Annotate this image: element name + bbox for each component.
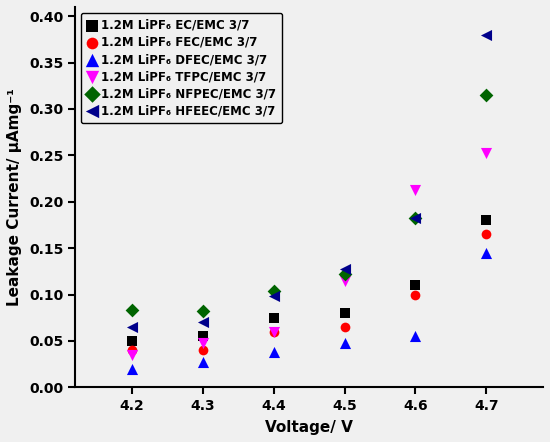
1.2M LiPF₆ EC/EMC 3/7	[411, 282, 420, 289]
1.2M LiPF₆ TFPC/EMC 3/7	[128, 351, 136, 358]
Legend: 1.2M LiPF₆ EC/EMC 3/7, 1.2M LiPF₆ FEC/EMC 3/7, 1.2M LiPF₆ DFEC/EMC 3/7, 1.2M LiP: 1.2M LiPF₆ EC/EMC 3/7, 1.2M LiPF₆ FEC/EM…	[81, 13, 282, 123]
1.2M LiPF₆ DFEC/EMC 3/7	[340, 339, 349, 347]
1.2M LiPF₆ TFPC/EMC 3/7	[199, 339, 207, 347]
X-axis label: Voltage/ V: Voltage/ V	[265, 420, 353, 435]
1.2M LiPF₆ EC/EMC 3/7	[199, 333, 207, 340]
1.2M LiPF₆ NFPEC/EMC 3/7	[128, 307, 136, 314]
1.2M LiPF₆ EC/EMC 3/7	[482, 217, 491, 224]
1.2M LiPF₆ TFPC/EMC 3/7	[482, 149, 491, 156]
1.2M LiPF₆ NFPEC/EMC 3/7	[269, 287, 278, 294]
1.2M LiPF₆ HFEEC/EMC 3/7	[482, 31, 491, 38]
1.2M LiPF₆ EC/EMC 3/7	[269, 314, 278, 321]
1.2M LiPF₆ TFPC/EMC 3/7	[340, 277, 349, 284]
1.2M LiPF₆ HFEEC/EMC 3/7	[411, 214, 420, 221]
1.2M LiPF₆ TFPC/EMC 3/7	[269, 328, 278, 335]
1.2M LiPF₆ FEC/EMC 3/7	[128, 347, 136, 354]
1.2M LiPF₆ HFEEC/EMC 3/7	[199, 319, 207, 326]
1.2M LiPF₆ FEC/EMC 3/7	[199, 347, 207, 354]
1.2M LiPF₆ DFEC/EMC 3/7	[411, 333, 420, 340]
1.2M LiPF₆ DFEC/EMC 3/7	[128, 365, 136, 372]
1.2M LiPF₆ DFEC/EMC 3/7	[482, 249, 491, 256]
1.2M LiPF₆ HFEEC/EMC 3/7	[340, 265, 349, 272]
1.2M LiPF₆ EC/EMC 3/7	[340, 309, 349, 316]
1.2M LiPF₆ FEC/EMC 3/7	[411, 291, 420, 298]
1.2M LiPF₆ DFEC/EMC 3/7	[199, 359, 207, 366]
1.2M LiPF₆ NFPEC/EMC 3/7	[340, 271, 349, 278]
1.2M LiPF₆ HFEEC/EMC 3/7	[128, 324, 136, 331]
1.2M LiPF₆ HFEEC/EMC 3/7	[269, 293, 278, 300]
1.2M LiPF₆ NFPEC/EMC 3/7	[411, 214, 420, 221]
1.2M LiPF₆ DFEC/EMC 3/7	[269, 348, 278, 355]
1.2M LiPF₆ FEC/EMC 3/7	[482, 231, 491, 238]
1.2M LiPF₆ NFPEC/EMC 3/7	[199, 308, 207, 315]
1.2M LiPF₆ EC/EMC 3/7	[128, 337, 136, 344]
1.2M LiPF₆ FEC/EMC 3/7	[269, 328, 278, 335]
1.2M LiPF₆ FEC/EMC 3/7	[340, 324, 349, 331]
Y-axis label: Leakage Current/ μAmg⁻¹: Leakage Current/ μAmg⁻¹	[7, 88, 22, 306]
1.2M LiPF₆ TFPC/EMC 3/7	[411, 186, 420, 193]
1.2M LiPF₆ NFPEC/EMC 3/7	[482, 91, 491, 99]
